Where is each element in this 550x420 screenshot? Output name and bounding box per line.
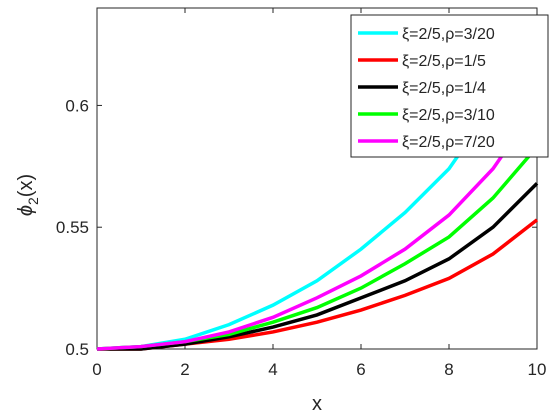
legend-label: ξ=2/5,ρ=1/4 <box>402 80 486 97</box>
x-tick-label: 4 <box>268 360 277 379</box>
legend-label: ξ=2/5,ρ=3/10 <box>402 107 495 124</box>
legend-box <box>350 14 549 158</box>
x-tick-label: 2 <box>180 360 189 379</box>
y-label-subscript: 2 <box>25 197 41 205</box>
y-tick-label: 0.6 <box>65 96 89 115</box>
y-label-symbol: ϕ <box>15 205 37 216</box>
legend-label: ξ=2/5,ρ=1/5 <box>402 53 486 70</box>
x-tick-label: 6 <box>356 360 365 379</box>
series-line <box>96 104 539 351</box>
x-tick-label: 8 <box>444 360 453 379</box>
y-tick-label: 0.5 <box>65 340 89 359</box>
y-tick-label: 0.55 <box>56 218 89 237</box>
x-tick-label: 0 <box>92 360 101 379</box>
x-axis-label: x <box>312 393 322 415</box>
series-line <box>97 182 539 351</box>
y-label-rest: (x) <box>15 174 37 197</box>
legend-label: ξ=2/5,ρ=7/20 <box>402 134 495 151</box>
legend-label: ξ=2/5,ρ=3/20 <box>402 26 495 43</box>
y-axis-label: ϕ2(x) <box>15 174 41 216</box>
x-tick-label: 10 <box>528 360 547 379</box>
